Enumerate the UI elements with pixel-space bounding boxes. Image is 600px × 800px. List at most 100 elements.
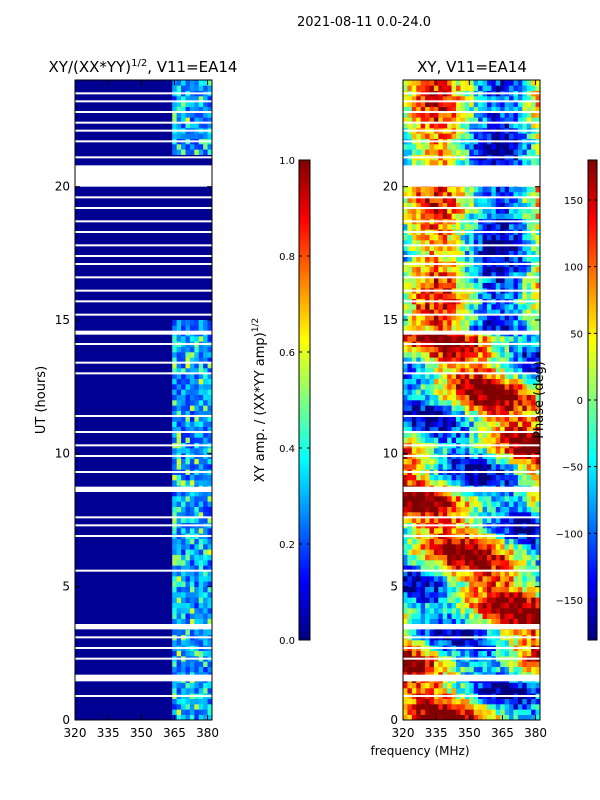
heatmap-cell <box>535 501 541 507</box>
heatmap-cell <box>504 698 510 705</box>
heatmap-cell <box>407 410 413 417</box>
heatmap-cell <box>456 426 461 433</box>
heatmap-cell <box>403 314 408 321</box>
heatmap-cell <box>189 576 195 582</box>
heatmap-cell <box>189 336 195 342</box>
heatmap-cell <box>181 549 186 555</box>
heatmap-cell <box>189 538 195 545</box>
heatmap-cell <box>185 709 191 715</box>
heatmap-cell <box>207 618 213 625</box>
heatmap-cell <box>509 544 514 550</box>
heatmap-cell <box>504 570 510 577</box>
heatmap-cell <box>509 373 514 379</box>
heatmap-cell <box>403 704 408 710</box>
heatmap-cell <box>403 405 408 411</box>
heatmap-cell <box>411 554 417 561</box>
heatmap-cell <box>500 704 505 710</box>
heatmap-cell <box>517 96 523 102</box>
heatmap-cell <box>464 122 470 129</box>
heatmap-cell <box>482 565 488 571</box>
heatmap-cell <box>526 346 532 353</box>
heatmap-cell <box>535 640 541 646</box>
heatmap-cell <box>478 160 483 166</box>
heatmap-cell <box>411 96 417 102</box>
heatmap-cell <box>469 490 475 497</box>
heatmap-cell <box>456 144 461 150</box>
heatmap-cell <box>495 602 501 609</box>
heatmap-cell <box>451 80 457 86</box>
heatmap-cell <box>486 234 492 241</box>
heatmap-cell <box>194 576 200 582</box>
heatmap-cell <box>531 512 536 518</box>
heatmap-cell <box>207 373 213 379</box>
heatmap-cell <box>456 309 461 315</box>
heatmap-cell <box>460 512 466 518</box>
heatmap-cell <box>522 320 528 326</box>
heatmap-cell <box>416 474 421 481</box>
heatmap-cell <box>513 144 519 150</box>
heatmap-cell <box>198 432 204 438</box>
heatmap-cell <box>482 576 488 582</box>
heatmap-cell <box>207 96 213 102</box>
heatmap-cell <box>464 704 470 710</box>
heatmap-cell <box>429 336 435 342</box>
heatmap-cell <box>451 688 457 694</box>
heatmap-cell <box>442 682 448 689</box>
heatmap-cell <box>482 458 488 465</box>
heatmap-cell <box>495 426 501 433</box>
heatmap-cell <box>198 570 204 577</box>
heatmap-cell <box>535 336 541 342</box>
heatmap-cell <box>456 80 461 86</box>
heatmap-cell <box>429 245 435 251</box>
heatmap-cell <box>198 346 204 353</box>
heatmap-cell <box>438 309 444 315</box>
heatmap-cell <box>460 544 466 550</box>
heatmap-cell <box>403 597 408 603</box>
heatmap-cell <box>429 581 435 587</box>
heatmap-cell <box>203 586 208 593</box>
heatmap-cell <box>198 416 204 422</box>
heatmap-cell <box>403 394 408 401</box>
heatmap-cell <box>526 336 532 342</box>
heatmap-cell <box>194 602 200 609</box>
heatmap-cell <box>420 565 426 571</box>
heatmap-cell <box>526 357 532 363</box>
heatmap-cell <box>495 352 501 358</box>
heatmap-cell <box>460 202 466 209</box>
heatmap-cell <box>456 192 461 198</box>
heatmap-cell <box>482 96 488 102</box>
heatmap-cell <box>198 112 204 118</box>
heatmap-cell <box>425 517 430 523</box>
heatmap-cell <box>416 96 421 102</box>
heatmap-cell <box>203 528 208 534</box>
heatmap-cell <box>473 538 479 545</box>
heatmap-cell <box>403 528 408 534</box>
heatmap-cell <box>482 666 488 673</box>
heatmap-cell <box>207 378 213 385</box>
heatmap-cell <box>460 458 466 465</box>
heatmap-cell <box>425 304 430 310</box>
flagged-row <box>75 220 212 223</box>
heatmap-cell <box>442 565 448 571</box>
heatmap-cell <box>504 560 510 566</box>
heatmap-cell <box>526 464 532 470</box>
flagged-row <box>75 156 212 159</box>
heatmap-cell <box>181 133 186 139</box>
heatmap-cell <box>447 618 452 625</box>
heatmap-cell <box>522 368 528 374</box>
heatmap-cell <box>526 309 532 315</box>
heatmap-cell <box>456 597 461 603</box>
heatmap-cell <box>407 96 413 102</box>
heatmap-cell <box>513 160 519 166</box>
heatmap-cell <box>486 629 492 635</box>
heatmap-cell <box>207 474 213 481</box>
heatmap-cell <box>473 608 479 614</box>
heatmap-cell <box>451 618 457 625</box>
heatmap-cell <box>442 458 448 465</box>
heatmap-cell <box>513 213 519 219</box>
heatmap-cell <box>172 613 177 619</box>
heatmap-cell <box>198 405 204 411</box>
heatmap-cell <box>478 549 483 555</box>
heatmap-cell <box>509 394 514 401</box>
